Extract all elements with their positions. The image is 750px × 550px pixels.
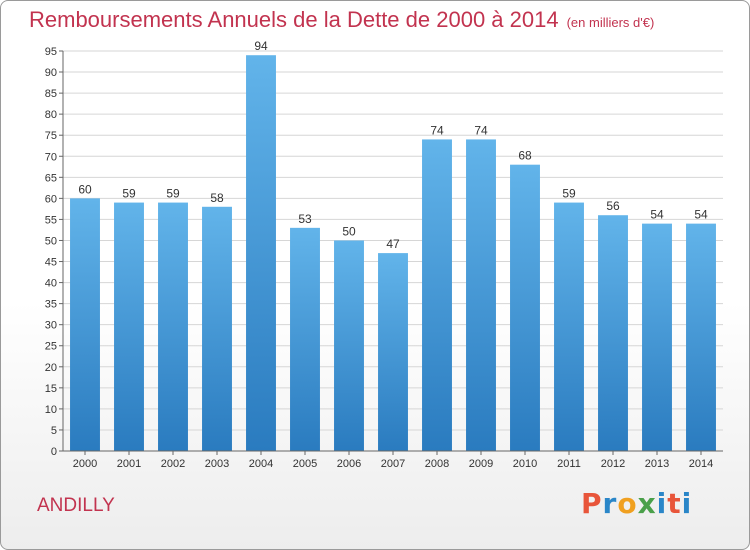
x-tick-label: 2014 xyxy=(689,458,713,470)
data-label: 50 xyxy=(342,224,356,238)
y-tick-label: 30 xyxy=(45,320,57,332)
bar xyxy=(114,202,144,451)
x-tick-label: 2010 xyxy=(513,458,537,470)
chart-title: Remboursements Annuels de la Dette de 20… xyxy=(29,7,654,33)
y-tick-label: 5 xyxy=(51,425,57,437)
y-tick-label: 85 xyxy=(45,88,57,100)
y-tick-label: 95 xyxy=(45,46,57,58)
proxiti-logo: Proxiti xyxy=(581,487,692,520)
logo-letter: r xyxy=(602,487,618,520)
y-tick-label: 65 xyxy=(45,172,57,184)
bar xyxy=(686,223,716,451)
bar xyxy=(202,206,232,451)
y-tick-label: 0 xyxy=(51,446,57,458)
x-tick-label: 2012 xyxy=(601,458,625,470)
bar xyxy=(290,227,320,451)
x-tick-label: 2004 xyxy=(249,458,273,470)
y-tick-label: 50 xyxy=(45,235,57,247)
data-label: 54 xyxy=(650,208,664,222)
data-label: 59 xyxy=(166,187,180,201)
y-tick-label: 10 xyxy=(45,404,57,416)
x-tick-label: 2000 xyxy=(73,458,97,470)
y-tick-label: 75 xyxy=(45,130,57,142)
bar xyxy=(554,202,584,451)
x-tick-label: 2013 xyxy=(645,458,669,470)
bar xyxy=(466,139,496,451)
data-label: 68 xyxy=(518,149,532,163)
y-tick-label: 20 xyxy=(45,362,57,374)
logo-letter: t xyxy=(667,487,682,520)
data-label: 54 xyxy=(694,208,708,222)
bar xyxy=(70,198,100,451)
x-tick-label: 2009 xyxy=(469,458,493,470)
data-label: 59 xyxy=(122,187,136,201)
logo-letter: x xyxy=(637,487,657,520)
data-label: 59 xyxy=(562,187,576,201)
y-tick-label: 35 xyxy=(45,299,57,311)
x-tick-label: 2002 xyxy=(161,458,185,470)
axes: 0 5 10 15 20 25 30 35 40 45 50 55 60 65 70 75 80 85 90 95 20… xyxy=(45,46,723,470)
x-tick-label: 2001 xyxy=(117,458,141,470)
data-label: 53 xyxy=(298,212,312,226)
commune-name: ANDILLY xyxy=(37,495,115,516)
y-tick-label: 90 xyxy=(45,67,57,79)
logo-letter: i xyxy=(681,487,693,520)
y-tick-label: 15 xyxy=(45,383,57,395)
data-label: 94 xyxy=(254,39,268,53)
chart-title-text: Remboursements Annuels de la Dette de 20… xyxy=(29,7,559,32)
data-label: 58 xyxy=(210,191,224,205)
data-label: 47 xyxy=(386,237,400,251)
x-tick-label: 2011 xyxy=(557,458,581,470)
bar xyxy=(510,164,540,451)
logo-letter: i xyxy=(656,487,668,520)
bar xyxy=(378,253,408,451)
y-tick-label: 40 xyxy=(45,278,57,290)
bars xyxy=(70,55,716,452)
y-tick-label: 80 xyxy=(45,109,57,121)
x-tick-label: 2003 xyxy=(205,458,229,470)
y-tick-label: 45 xyxy=(45,257,57,269)
bar xyxy=(422,139,452,451)
chart-subtitle: (en milliers d'€) xyxy=(566,15,655,30)
x-tick-label: 2007 xyxy=(381,458,405,470)
x-tick-label: 2005 xyxy=(293,458,317,470)
y-tick-label: 60 xyxy=(45,193,57,205)
data-label: 74 xyxy=(430,123,444,137)
y-tick-label: 55 xyxy=(45,214,57,226)
x-tick-label: 2006 xyxy=(337,458,361,470)
data-label: 60 xyxy=(78,182,92,196)
data-labels: 60 59 59 58 94 53 50 47 74 74 68 59 56 54 54 xyxy=(78,39,708,251)
logo-letter: o xyxy=(617,487,638,520)
bar xyxy=(334,240,364,451)
bar xyxy=(158,202,188,451)
x-tick-label: 2008 xyxy=(425,458,449,470)
y-tick-label: 70 xyxy=(45,151,57,163)
logo-letter: P xyxy=(581,487,603,520)
bar xyxy=(642,223,672,451)
y-tick-label: 25 xyxy=(45,341,57,353)
bar xyxy=(246,55,276,452)
data-label: 56 xyxy=(606,199,620,213)
bar xyxy=(598,215,628,451)
data-label: 74 xyxy=(474,123,488,137)
